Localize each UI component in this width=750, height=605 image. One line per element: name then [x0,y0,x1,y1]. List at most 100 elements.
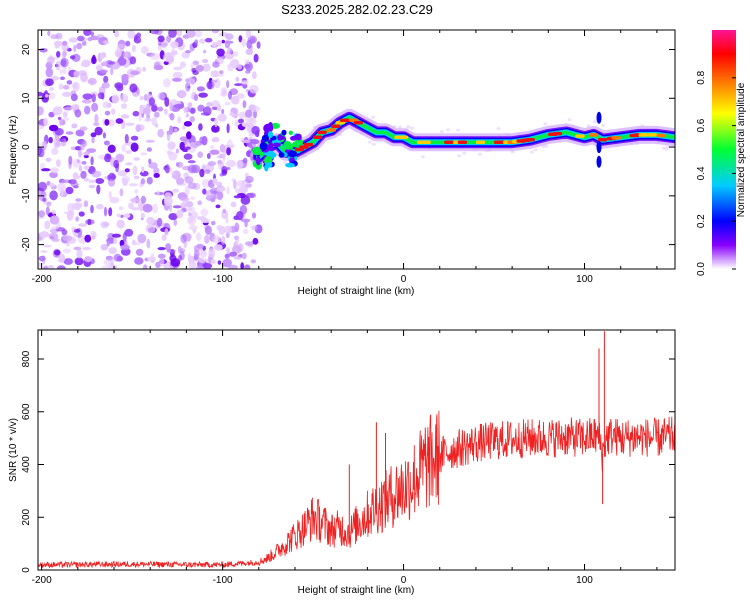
noise-blob [84,234,92,243]
noise-blob [45,206,50,216]
noise-blob [38,262,42,268]
spectrogram-frame [37,29,676,270]
noise-blob [221,165,228,175]
noise-blob [222,151,226,162]
noise-blob [226,186,230,195]
noise-blob [101,82,110,89]
x-tick-label: 100 [576,575,593,586]
noise-blob [90,204,94,214]
noise-blob [153,167,160,175]
noise-blob [94,126,103,136]
ridge-blob [287,150,298,158]
noise-blob [188,225,198,231]
noise-blob [100,244,109,251]
noise-blob [125,149,132,154]
ridge-speckle [410,126,414,130]
noise-blob [91,170,102,178]
noise-blob [146,238,151,249]
x-tick-label: 0 [401,575,407,586]
noise-blob [230,201,237,208]
noise-blob [96,203,104,210]
noise-blob [146,147,152,152]
noise-blob [93,122,100,127]
noise-blob [119,188,124,197]
noise-blob [185,78,190,83]
noise-blob [62,50,67,58]
noise-blob [38,91,43,97]
noise-blob [247,192,257,199]
noise-blob [156,190,160,196]
noise-blob [217,159,223,165]
noise-blob [56,51,61,58]
colorbar-tick-label: 0.0 [696,262,707,276]
noise-blob [226,80,230,89]
noise-blob [87,218,92,226]
noise-blob [201,178,211,188]
noise-blob [112,233,121,238]
noise-blob [242,157,248,164]
ridge-blob [267,130,274,139]
noise-blob [159,257,165,267]
noise-blob [49,236,55,240]
noise-blob [140,170,149,177]
ridge-disturbance [596,155,602,168]
noise-blob [125,162,133,166]
noise-blob [73,44,77,52]
noise-blob [205,169,211,175]
noise-blob [71,226,75,233]
noise-blob [227,47,233,55]
noise-blob [245,48,254,56]
noise-blob [197,200,202,206]
noise-blob [116,84,124,92]
noise-blob [83,165,90,171]
noise-blob [171,171,176,176]
noise-blob [194,39,199,45]
noise-blob [200,208,209,217]
noise-blob [157,128,164,138]
noise-blob [168,151,178,161]
colorbar-tick-label: 0.8 [696,70,707,84]
noise-blob [74,109,82,118]
noise-blob [186,131,192,140]
noise-blob [55,140,61,148]
noise-blob [225,247,230,253]
noise-blob [214,73,224,77]
noise-blob [142,264,148,269]
noise-blob [241,122,250,127]
noise-blob [187,160,196,164]
noise-blob [124,168,130,173]
noise-blob [116,44,126,49]
noise-blob [100,62,108,67]
noise-blob [82,40,87,46]
ridge-speckle [367,140,372,144]
noise-blob [140,195,147,204]
noise-blob [54,249,61,256]
noise-blob [193,94,198,101]
noise-blob [60,187,64,197]
noise-blob [47,30,51,37]
ridge-blob [272,142,281,148]
noise-blob [78,148,82,158]
noise-blob [226,123,230,134]
noise-blob [153,64,164,71]
noise-blob [181,51,190,59]
noise-blob [120,103,127,109]
noise-blob [195,64,204,72]
noise-blob [74,232,79,238]
noise-blob [235,188,242,194]
noise-blob [116,154,124,163]
colorbar: 0.0 0.2 0.4 0.6 0.8 Normalized spectral ampl… [696,30,747,276]
noise-blob [169,102,173,111]
noise-blob [216,186,226,192]
noise-blob [183,153,193,160]
noise-blob [199,136,205,144]
noise-blob [185,82,191,92]
ridge-blob [284,143,294,150]
noise-blob [242,252,247,260]
noise-blob [150,53,160,61]
noise-blob [38,146,43,156]
noise-blob [245,30,252,39]
noise-blob [212,61,220,68]
noise-blob [190,78,196,85]
ridge-blob [268,121,273,132]
